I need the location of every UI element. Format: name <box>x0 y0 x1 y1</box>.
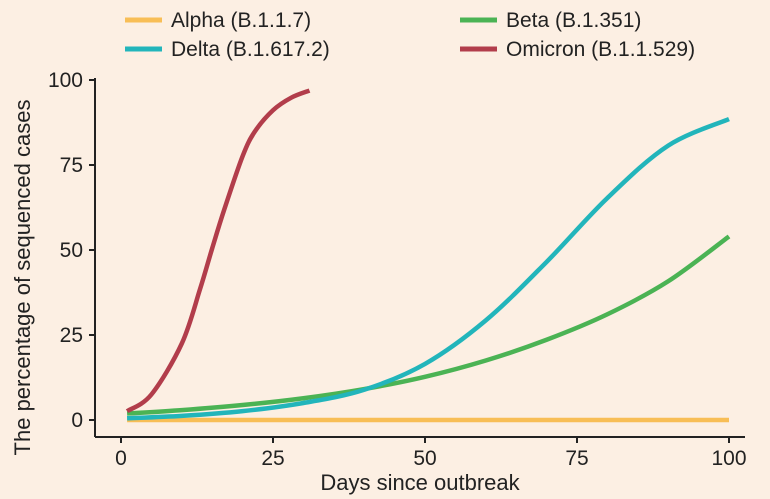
legend-label: Omicron (B.1.1.529) <box>506 38 695 61</box>
x-tick-label: 0 <box>115 447 127 470</box>
series-layer <box>125 88 731 423</box>
y-axis-title: The percentage of sequenced cases <box>10 100 35 456</box>
y-tick-label: 25 <box>60 324 83 347</box>
legend: Alpha (B.1.1.7) Beta (B.1.351) Delta (B.1.… <box>125 9 695 61</box>
series-line-2 <box>126 117 730 421</box>
x-tick-label: 75 <box>565 447 588 470</box>
x-tick-label: 25 <box>261 447 284 470</box>
y-tick-label: 50 <box>60 239 83 262</box>
y-tick-label: 100 <box>48 69 83 92</box>
series-line-1 <box>126 234 731 416</box>
legend-label: Delta (B.1.617.2) <box>171 38 330 61</box>
legend-label: Alpha (B.1.1.7) <box>171 9 311 32</box>
y-tick-label: 0 <box>71 409 83 432</box>
x-tick-label: 100 <box>711 447 746 470</box>
axes-layer: 0 25 50 75 100 0 25 50 75 100 <box>48 69 747 470</box>
series-line-3 <box>125 88 311 414</box>
x-tick-label: 50 <box>413 447 436 470</box>
y-tick-label: 75 <box>60 154 83 177</box>
x-axis-title: Days since outbreak <box>320 470 520 495</box>
legend-label: Beta (B.1.351) <box>506 9 641 32</box>
